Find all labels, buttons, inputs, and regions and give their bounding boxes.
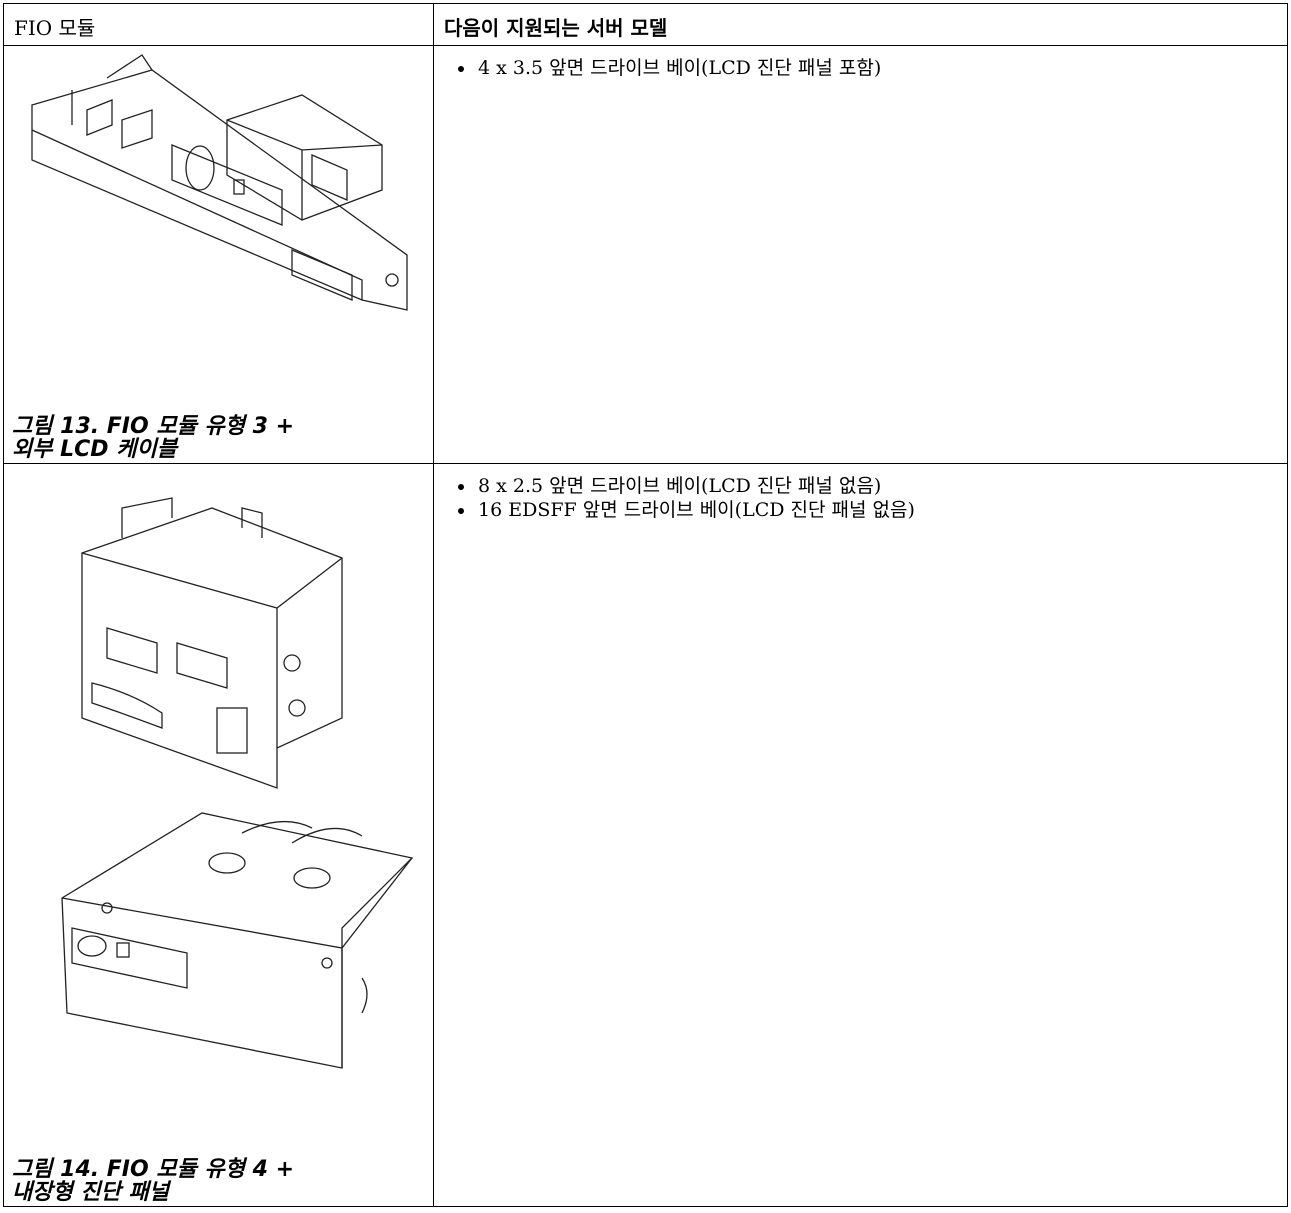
model-item: 4 x 3.5 앞면 드라이브 베이(LCD 진단 패널 포함) bbox=[476, 56, 1287, 80]
models-cell: 8 x 2.5 앞면 드라이브 베이(LCD 진단 패널 없음) 16 EDSF… bbox=[433, 463, 1288, 1207]
model-item: 16 EDSFF 앞면 드라이브 베이(LCD 진단 패널 없음) bbox=[476, 498, 1287, 522]
table-row: 그림 14. FIO 모듈 유형 4 + 내장형 진단 패널 8 x 2.5 앞… bbox=[3, 463, 1288, 1207]
table-row: 그림 13. FIO 모듈 유형 3 + 외부 LCD 케이블 4 x 3.5 … bbox=[3, 45, 1288, 464]
model-list: 4 x 3.5 앞면 드라이브 베이(LCD 진단 패널 포함) bbox=[434, 56, 1287, 80]
figure-caption: 그림 14. FIO 모듈 유형 4 + 내장형 진단 패널 bbox=[12, 1157, 295, 1205]
model-item: 8 x 2.5 앞면 드라이브 베이(LCD 진단 패널 없음) bbox=[476, 474, 1287, 498]
models-cell: 4 x 3.5 앞면 드라이브 베이(LCD 진단 패널 포함) bbox=[433, 45, 1288, 464]
header-row: FIO 모듈 다음이 지원되는 서버 모델 bbox=[3, 3, 1288, 46]
header-cell: FIO 모듈 bbox=[3, 3, 434, 46]
fio-table: FIO 모듈 다음이 지원되는 서버 모델 그림 13. FIO 모듈 유형 3… bbox=[3, 3, 1288, 1207]
fio-type4-illustration bbox=[61, 497, 414, 1069]
module-cell: 그림 14. FIO 모듈 유형 4 + 내장형 진단 패널 bbox=[3, 463, 434, 1207]
header-cell: 다음이 지원되는 서버 모델 bbox=[433, 3, 1288, 46]
figure-caption: 그림 13. FIO 모듈 유형 3 + 외부 LCD 케이블 bbox=[12, 414, 295, 462]
module-cell: 그림 13. FIO 모듈 유형 3 + 외부 LCD 케이블 bbox=[3, 45, 434, 464]
model-list: 8 x 2.5 앞면 드라이브 베이(LCD 진단 패널 없음) 16 EDSF… bbox=[434, 474, 1287, 522]
fio-type3-illustration bbox=[31, 54, 408, 311]
